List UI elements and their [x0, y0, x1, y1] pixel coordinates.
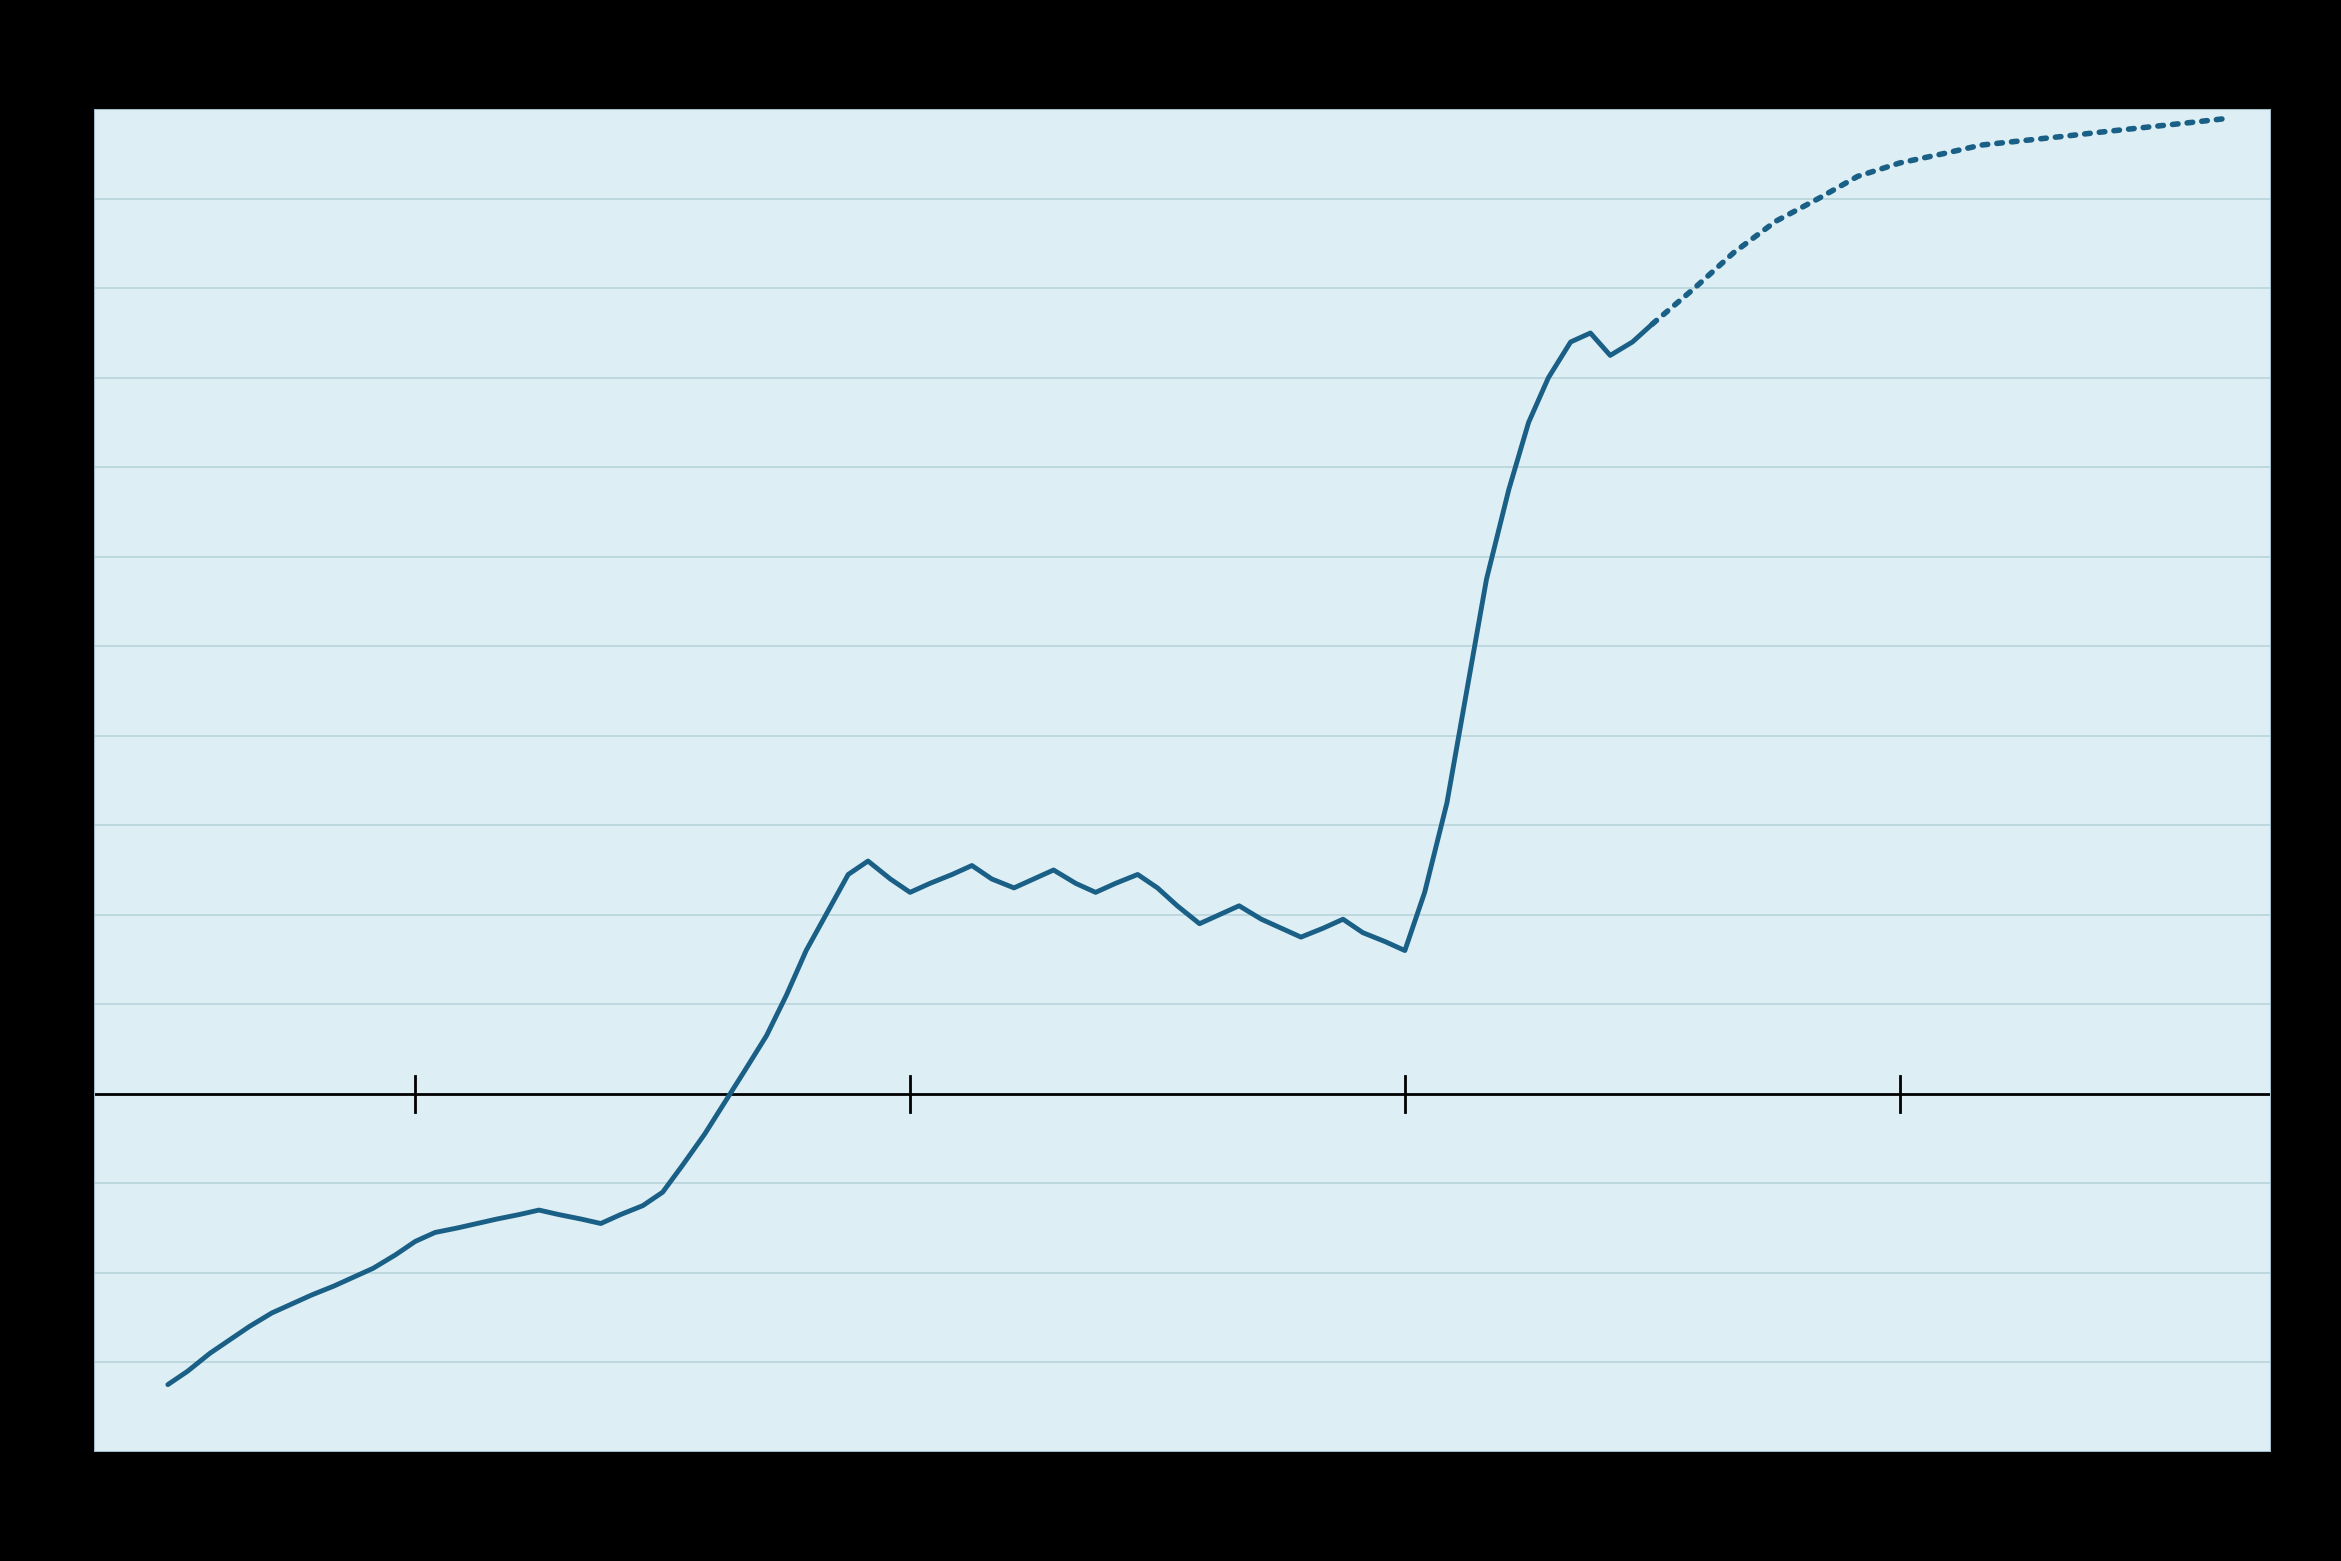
Bar [94, 109, 2271, 1452]
